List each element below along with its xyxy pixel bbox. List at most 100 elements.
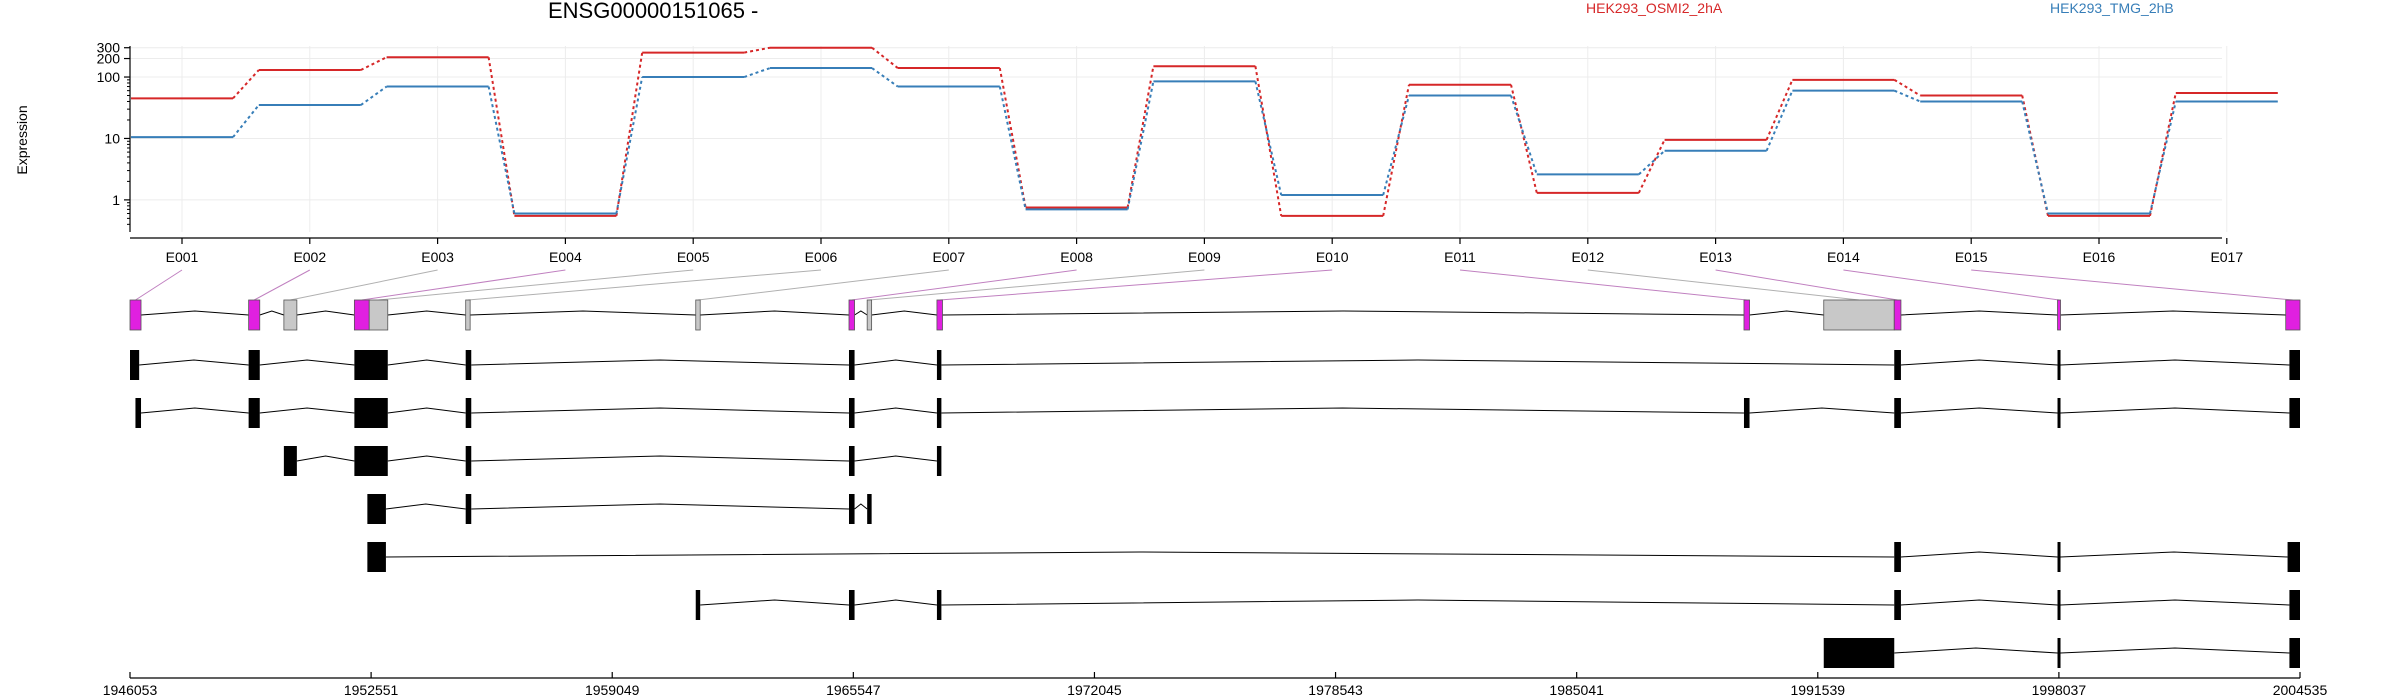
transcript-exon xyxy=(466,494,472,524)
genomic-tick-label: 1959049 xyxy=(585,682,640,698)
transcript-2 xyxy=(135,398,2300,428)
transcript-exon xyxy=(1894,590,1901,620)
exon-connector xyxy=(940,270,1332,300)
transcript-intron xyxy=(941,360,1894,365)
transcript-exon xyxy=(696,590,700,620)
genomic-tick-label: 1952551 xyxy=(344,682,399,698)
genomic-tick-label: 2004535 xyxy=(2273,682,2328,698)
series-connector xyxy=(616,77,642,213)
transcript-intron xyxy=(471,504,849,509)
transcript-4 xyxy=(367,494,871,524)
x-tick-label: E014 xyxy=(1827,249,1860,265)
y-tick-label: 100 xyxy=(97,69,121,85)
transcript-intron xyxy=(700,600,849,605)
transcript-exon xyxy=(2058,398,2061,428)
series-connector xyxy=(1767,91,1793,151)
exon-connector xyxy=(290,270,437,300)
series-connector xyxy=(1383,96,1409,195)
transcript-intron xyxy=(297,456,355,461)
gene-intron xyxy=(2060,311,2285,315)
transcript-exon xyxy=(466,446,472,476)
transcript-exon xyxy=(849,446,855,476)
gene-intron xyxy=(1901,311,2058,315)
transcript-exon xyxy=(466,350,472,380)
transcript-intron xyxy=(260,360,355,365)
transcript-intron xyxy=(1750,408,1895,413)
gene-exon-e008 xyxy=(849,300,855,330)
transcript-exon xyxy=(867,494,871,524)
gene-exon-e013 xyxy=(1894,300,1901,330)
transcript-intron xyxy=(388,360,466,365)
transcript-exon xyxy=(1894,398,1901,428)
transcript-intron xyxy=(471,456,849,461)
transcript-exon xyxy=(249,350,260,380)
transcript-exon xyxy=(135,398,141,428)
y-tick-label: 300 xyxy=(97,40,121,56)
transcript-exon xyxy=(937,446,941,476)
exon-connector xyxy=(1588,270,1859,300)
gene-intron xyxy=(260,311,284,315)
transcript-exon xyxy=(466,398,472,428)
gene-exon-e002 xyxy=(249,300,260,330)
transcript-exon xyxy=(937,350,941,380)
transcript-exon xyxy=(2058,590,2061,620)
gene-intron xyxy=(141,311,249,315)
gene-model xyxy=(130,300,2300,330)
transcript-intron xyxy=(1901,600,2058,605)
x-tick-label: E008 xyxy=(1060,249,1093,265)
transcript-exon xyxy=(367,542,386,572)
transcript-intron xyxy=(388,456,466,461)
gridlines xyxy=(130,46,2227,232)
series-connector xyxy=(1000,87,1026,210)
transcript-intron xyxy=(2060,408,2289,413)
transcript-exon xyxy=(354,398,387,428)
transcript-3 xyxy=(284,446,942,476)
transcript-exon xyxy=(2289,398,2300,428)
exon-connectors xyxy=(136,270,2293,300)
x-tick-label: E007 xyxy=(932,249,965,265)
series-connector xyxy=(1511,96,1537,175)
transcript-exon xyxy=(1744,398,1750,428)
gene-intron xyxy=(470,311,696,315)
transcript-7 xyxy=(1824,638,2300,668)
series-connector xyxy=(744,68,770,77)
transcript-1 xyxy=(130,350,2300,380)
transcript-intron xyxy=(2060,360,2289,365)
transcript-intron xyxy=(941,600,1894,605)
gene-exon-e015 xyxy=(2286,300,2300,330)
transcript-exon xyxy=(354,446,387,476)
transcript-intron xyxy=(855,456,937,461)
genomic-tick-label: 1946053 xyxy=(103,682,158,698)
series-connector xyxy=(1767,80,1793,140)
transcript-intron xyxy=(260,408,355,413)
x-tick-label: E015 xyxy=(1955,249,1988,265)
transcript-exon xyxy=(249,398,260,428)
series-connector xyxy=(489,57,515,216)
genomic-tick-label: 1965547 xyxy=(826,682,881,698)
genomic-axis: 1946053 1952551 1959049 1965547 1972045 19785… xyxy=(103,672,2328,698)
transcript-exon xyxy=(2058,542,2061,572)
transcript-intron xyxy=(386,552,1894,557)
x-tick-label: E016 xyxy=(2083,249,2116,265)
exon-connector xyxy=(1716,270,1898,300)
exon-connector xyxy=(1460,270,1747,300)
transcript-exon xyxy=(367,494,386,524)
series-connector xyxy=(361,87,387,105)
gene-exon-e001 xyxy=(130,300,141,330)
transcript-intron xyxy=(855,360,937,365)
transcript-exon xyxy=(2289,638,2300,668)
x-tick-label: E009 xyxy=(1188,249,1221,265)
x-tick-label: E002 xyxy=(293,249,326,265)
exon-connector xyxy=(1843,270,2059,300)
transcript-exon xyxy=(1824,638,1895,668)
series-connector xyxy=(1639,151,1665,175)
transcript-exon xyxy=(1894,350,1901,380)
x-tick-label: E011 xyxy=(1444,249,1476,265)
series-connector xyxy=(1639,140,1665,193)
gene-intron xyxy=(942,311,1743,315)
series-connector xyxy=(233,105,259,137)
gene-intron xyxy=(855,311,868,315)
gene-exon-e014 xyxy=(2058,300,2061,330)
gene-exon-e009 xyxy=(867,300,871,330)
